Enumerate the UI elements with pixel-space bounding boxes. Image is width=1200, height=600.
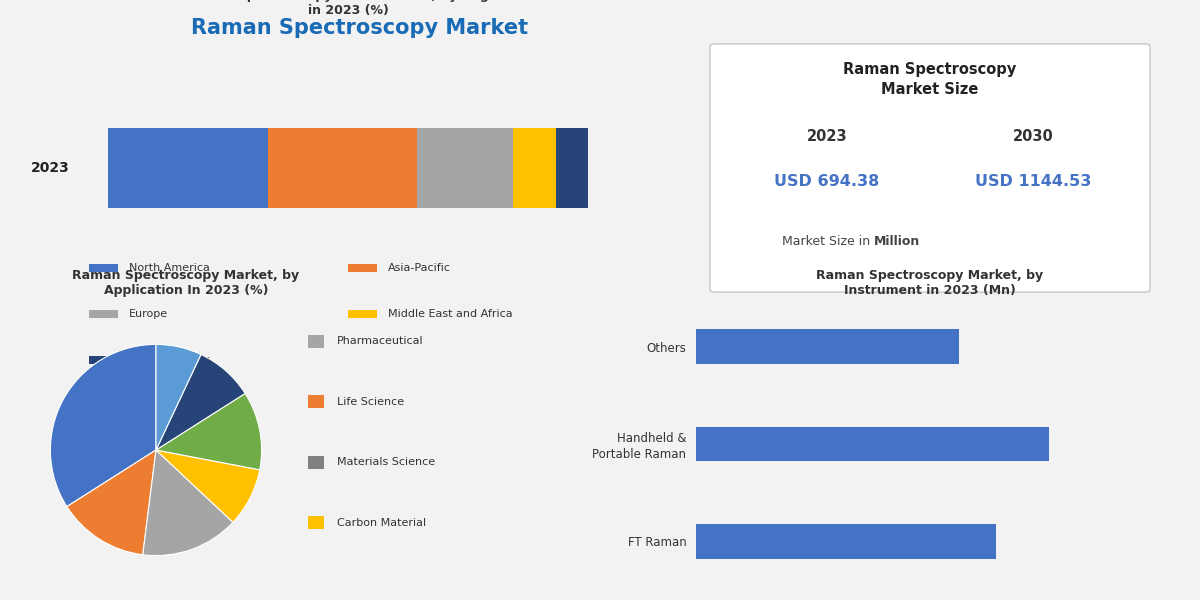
Text: USD 694.38: USD 694.38 — [774, 174, 880, 188]
Wedge shape — [156, 355, 245, 450]
Text: Materials Science: Materials Science — [337, 457, 436, 467]
Wedge shape — [156, 450, 259, 522]
Text: Pharmaceutical: Pharmaceutical — [337, 336, 424, 346]
Bar — [696, 427, 1049, 461]
Bar — [696, 329, 959, 364]
Wedge shape — [156, 344, 200, 450]
Wedge shape — [67, 450, 156, 555]
Text: Market Size in: Market Size in — [781, 235, 874, 248]
Text: Carbon Material: Carbon Material — [337, 518, 426, 528]
Bar — [556, 128, 588, 208]
FancyBboxPatch shape — [89, 310, 119, 317]
Text: Life Science: Life Science — [337, 397, 404, 407]
Text: USD 1144.53: USD 1144.53 — [974, 174, 1091, 188]
Text: 2023: 2023 — [31, 161, 70, 175]
Text: Raman Spectroscopy Market, by
Application In 2023 (%): Raman Spectroscopy Market, by Applicatio… — [72, 269, 300, 297]
Bar — [696, 524, 996, 559]
Bar — [514, 128, 556, 208]
Text: Raman Spectroscopy
Market Size: Raman Spectroscopy Market Size — [844, 62, 1016, 97]
Text: 2030: 2030 — [1013, 129, 1054, 144]
Text: Europe: Europe — [128, 308, 168, 319]
Wedge shape — [156, 394, 262, 470]
Text: Asia-Pacific: Asia-Pacific — [388, 263, 451, 272]
FancyBboxPatch shape — [710, 44, 1150, 292]
FancyBboxPatch shape — [308, 395, 324, 408]
Text: 2023: 2023 — [806, 129, 847, 144]
Text: Raman Spectroscopy Market Share, by Region
in 2023 (%): Raman Spectroscopy Market Share, by Regi… — [185, 0, 511, 17]
FancyBboxPatch shape — [308, 516, 324, 529]
Text: North America: North America — [128, 263, 210, 272]
Text: South America: South America — [128, 355, 211, 365]
Text: Raman Spectroscopy Market: Raman Spectroscopy Market — [192, 18, 528, 38]
Bar — [418, 128, 514, 208]
FancyBboxPatch shape — [348, 263, 377, 272]
Text: Million: Million — [874, 235, 920, 248]
Text: Middle East and Africa: Middle East and Africa — [388, 308, 512, 319]
Bar — [108, 128, 268, 208]
Wedge shape — [50, 344, 156, 506]
FancyBboxPatch shape — [308, 456, 324, 469]
Bar — [268, 128, 418, 208]
Wedge shape — [143, 450, 233, 556]
Text: Raman Spectroscopy Market, by
Instrument in 2023 (Mn): Raman Spectroscopy Market, by Instrument… — [816, 269, 1044, 297]
FancyBboxPatch shape — [348, 310, 377, 317]
FancyBboxPatch shape — [89, 356, 119, 364]
FancyBboxPatch shape — [89, 263, 119, 272]
FancyBboxPatch shape — [308, 335, 324, 348]
